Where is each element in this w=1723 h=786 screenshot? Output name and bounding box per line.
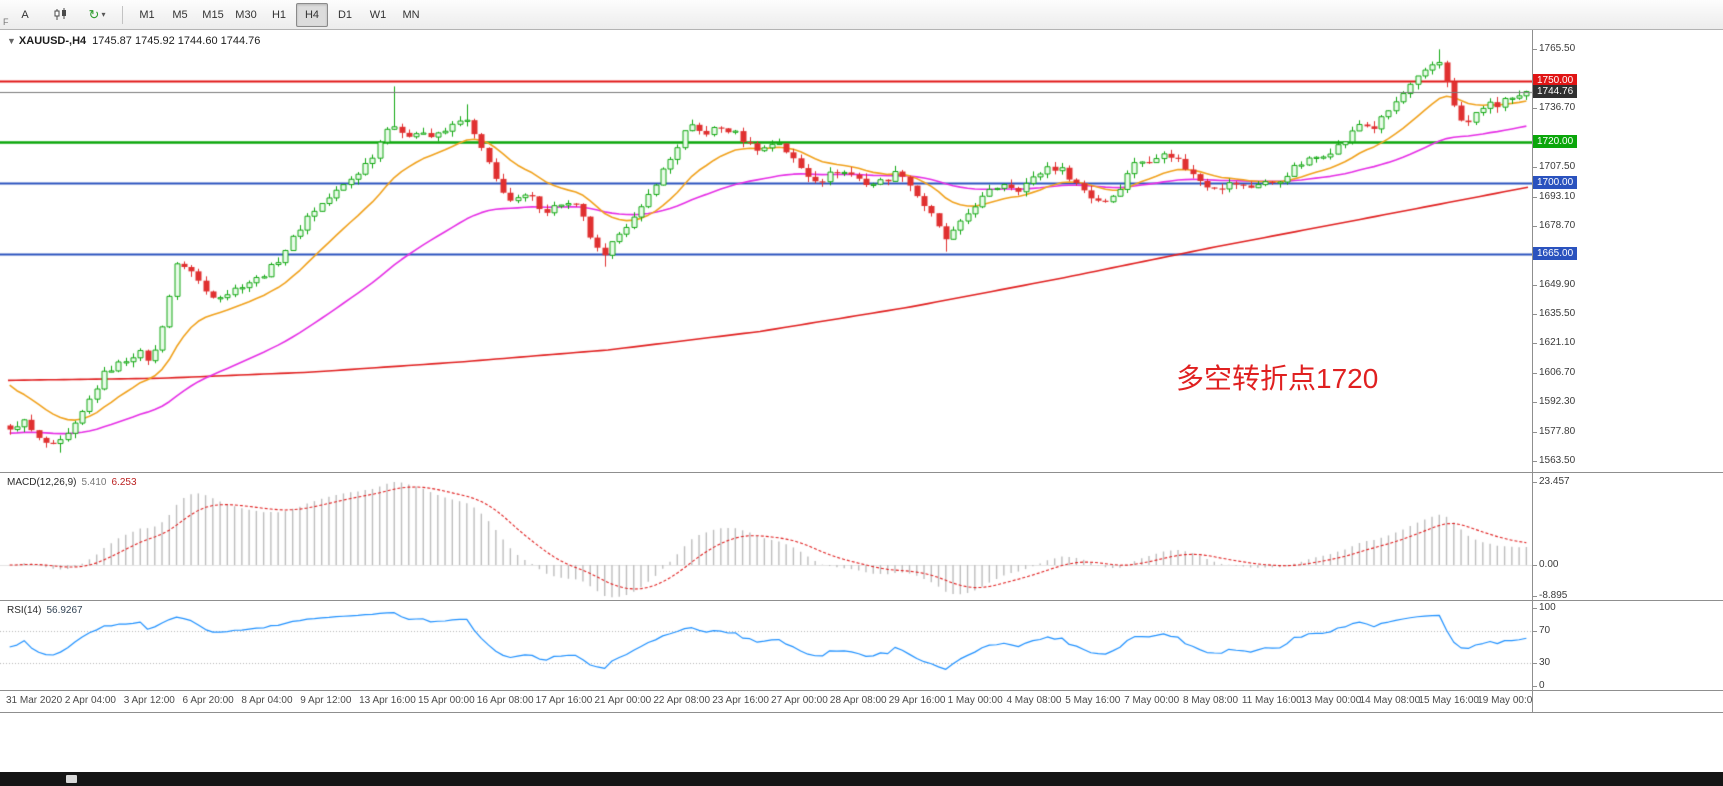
timeframe-m15-button[interactable]: M15 bbox=[202, 8, 224, 21]
chart-type-button[interactable] bbox=[44, 3, 78, 27]
price-badge: 1744.76 bbox=[1533, 84, 1578, 98]
time-axis-label: 17 Apr 16:00 bbox=[535, 695, 593, 706]
candlestick-icon bbox=[54, 8, 68, 21]
price-axis-label: 1707.50 bbox=[1532, 161, 1576, 173]
time-axis-label: 9 Apr 12:00 bbox=[300, 695, 352, 706]
taskbar[interactable] bbox=[0, 772, 1723, 786]
price-axis-label: 1577.80 bbox=[1532, 425, 1576, 437]
time-axis[interactable]: 31 Mar 2020 2 Apr 04:00 3 Apr 12:00 6 Apr 2… bbox=[0, 691, 1723, 712]
price-axis-label: 1678.70 bbox=[1532, 220, 1576, 232]
price-axis-label: 1592.30 bbox=[1532, 396, 1576, 408]
panel-separator bbox=[0, 690, 1723, 691]
time-axis-label: 11 May 16:00 bbox=[1241, 695, 1302, 706]
time-axis-label: 31 Mar 2020 bbox=[6, 695, 63, 706]
symbol-name: XAUUSD-,H4 bbox=[18, 35, 87, 47]
timeframe-h1-button[interactable]: H1 bbox=[271, 8, 287, 21]
price-badge: 1720.00 bbox=[1533, 135, 1578, 149]
price-badge: 1700.00 bbox=[1533, 175, 1578, 189]
price-axis-label: 1736.70 bbox=[1532, 102, 1576, 113]
collapse-triangle-icon[interactable]: ▼ bbox=[7, 36, 16, 46]
price-badge: 1665.00 bbox=[1533, 247, 1578, 261]
timeframe-h4-button[interactable]: H4 bbox=[296, 2, 328, 27]
toolbar-separator bbox=[122, 5, 123, 24]
time-axis-label: 23 Apr 16:00 bbox=[712, 695, 769, 706]
time-axis-label: 5 May 16:00 bbox=[1065, 695, 1121, 706]
price-axis-label: 1606.70 bbox=[1532, 366, 1576, 378]
rsi-label: RSI(14) 56.9267 bbox=[7, 605, 83, 616]
time-axis-label: 7 May 00:00 bbox=[1124, 695, 1180, 706]
time-axis-label: 14 May 08:00 bbox=[1359, 695, 1421, 706]
timeframe-mn-button[interactable]: MN bbox=[402, 8, 420, 21]
chart-text-annotation: 多空转折点1720 bbox=[1176, 363, 1379, 394]
time-axis-label: 1 May 00:00 bbox=[947, 695, 1003, 706]
time-axis-label: 19 May 00:00 bbox=[1477, 695, 1538, 706]
timeframe-w1-button[interactable]: W1 bbox=[369, 8, 387, 21]
panel-separator bbox=[0, 712, 1723, 713]
rsi-axis-label: 100 bbox=[1533, 602, 1556, 613]
time-axis-label: 4 May 08:00 bbox=[1006, 695, 1062, 706]
price-axis-label: 1621.10 bbox=[1532, 337, 1576, 349]
timeframe-m30-button[interactable]: M30 bbox=[235, 8, 257, 21]
time-axis-label: 13 May 00:00 bbox=[1300, 695, 1362, 706]
macd-value-signal: 6.253 bbox=[111, 477, 137, 488]
macd-name: MACD(12,26,9) bbox=[7, 477, 77, 488]
ohlc-values: 1745.87 1745.92 1744.60 1744.76 bbox=[92, 35, 261, 47]
time-axis-label: 8 Apr 04:00 bbox=[241, 695, 293, 706]
time-axis-label: 15 May 16:00 bbox=[1418, 695, 1479, 706]
time-axis-label: 13 Apr 16:00 bbox=[359, 695, 416, 706]
toolbar-corner-label: F bbox=[3, 17, 9, 27]
templates-button[interactable]: ↻ ▾ bbox=[80, 3, 114, 27]
timeframe-d1-button[interactable]: D1 bbox=[337, 8, 353, 21]
macd-axis-label: -8.895 bbox=[1532, 590, 1568, 602]
rsi-name: RSI(14) bbox=[7, 605, 42, 616]
toolbar: A ↻ ▾ M1 M5 M15 M30 H1 H4 D1 W1 MN F bbox=[0, 0, 1723, 30]
time-axis-label: 22 Apr 08:00 bbox=[653, 695, 711, 706]
price-axis[interactable]: 1765.50 1736.70 1707.50 1693.10 1678.70 1649.… bbox=[1532, 30, 1723, 712]
macd-axis-label: 0.00 bbox=[1532, 559, 1559, 570]
time-axis-label: 29 Apr 16:00 bbox=[888, 695, 946, 706]
price-axis-label: 1765.50 bbox=[1532, 43, 1576, 55]
text-annotation-button[interactable]: A bbox=[21, 8, 29, 21]
time-axis-label: 2 Apr 04:00 bbox=[64, 695, 116, 706]
timeframe-group: M1 M5 M15 M30 H1 H4 D1 W1 MN bbox=[131, 2, 427, 27]
time-axis-label: 28 Apr 08:00 bbox=[829, 695, 887, 706]
price-axis-label: 1693.10 bbox=[1532, 190, 1576, 202]
taskbar-icon[interactable] bbox=[66, 775, 77, 783]
time-axis-label: 15 Apr 00:00 bbox=[417, 695, 475, 706]
rsi-axis-label: 0 bbox=[1533, 680, 1545, 691]
rsi-axis-label: 30 bbox=[1532, 656, 1551, 668]
time-axis-label: 16 Apr 08:00 bbox=[476, 695, 534, 706]
panel-separator[interactable] bbox=[0, 600, 1723, 601]
macd-value-main: 5.410 bbox=[81, 477, 107, 488]
price-axis-label: 1635.50 bbox=[1532, 308, 1576, 320]
price-axis-label: 1563.50 bbox=[1532, 454, 1576, 466]
chart-plot-canvas[interactable] bbox=[0, 30, 1532, 712]
timeframe-m1-button[interactable]: M1 bbox=[139, 8, 155, 21]
time-axis-label: 3 Apr 12:00 bbox=[123, 695, 175, 706]
rsi-value: 56.9267 bbox=[46, 605, 83, 616]
price-badge: 1750.00 bbox=[1533, 73, 1578, 87]
time-axis-label: 21 Apr 00:00 bbox=[594, 695, 652, 706]
symbol-title: ▼ XAUUSD-,H4 1745.87 1745.92 1744.60 1744.… bbox=[7, 35, 260, 47]
chevron-down-icon: ▾ bbox=[101, 10, 106, 19]
time-axis-label: 8 May 08:00 bbox=[1183, 695, 1239, 706]
refresh-icon: ↻ bbox=[88, 6, 100, 22]
panel-separator[interactable] bbox=[0, 472, 1723, 473]
chart-area[interactable]: ▼ XAUUSD-,H4 1745.87 1745.92 1744.60 1744.… bbox=[0, 30, 1532, 712]
rsi-axis-label: 70 bbox=[1532, 625, 1551, 637]
price-axis-label: 1649.90 bbox=[1532, 278, 1576, 290]
time-axis-label: 27 Apr 00:00 bbox=[771, 695, 828, 706]
macd-axis-label: 23.457 bbox=[1533, 476, 1570, 487]
time-axis-label: 6 Apr 20:00 bbox=[182, 695, 234, 706]
macd-label: MACD(12,26,9) 5.410 6.253 bbox=[7, 477, 137, 488]
timeframe-m5-button[interactable]: M5 bbox=[172, 8, 188, 21]
